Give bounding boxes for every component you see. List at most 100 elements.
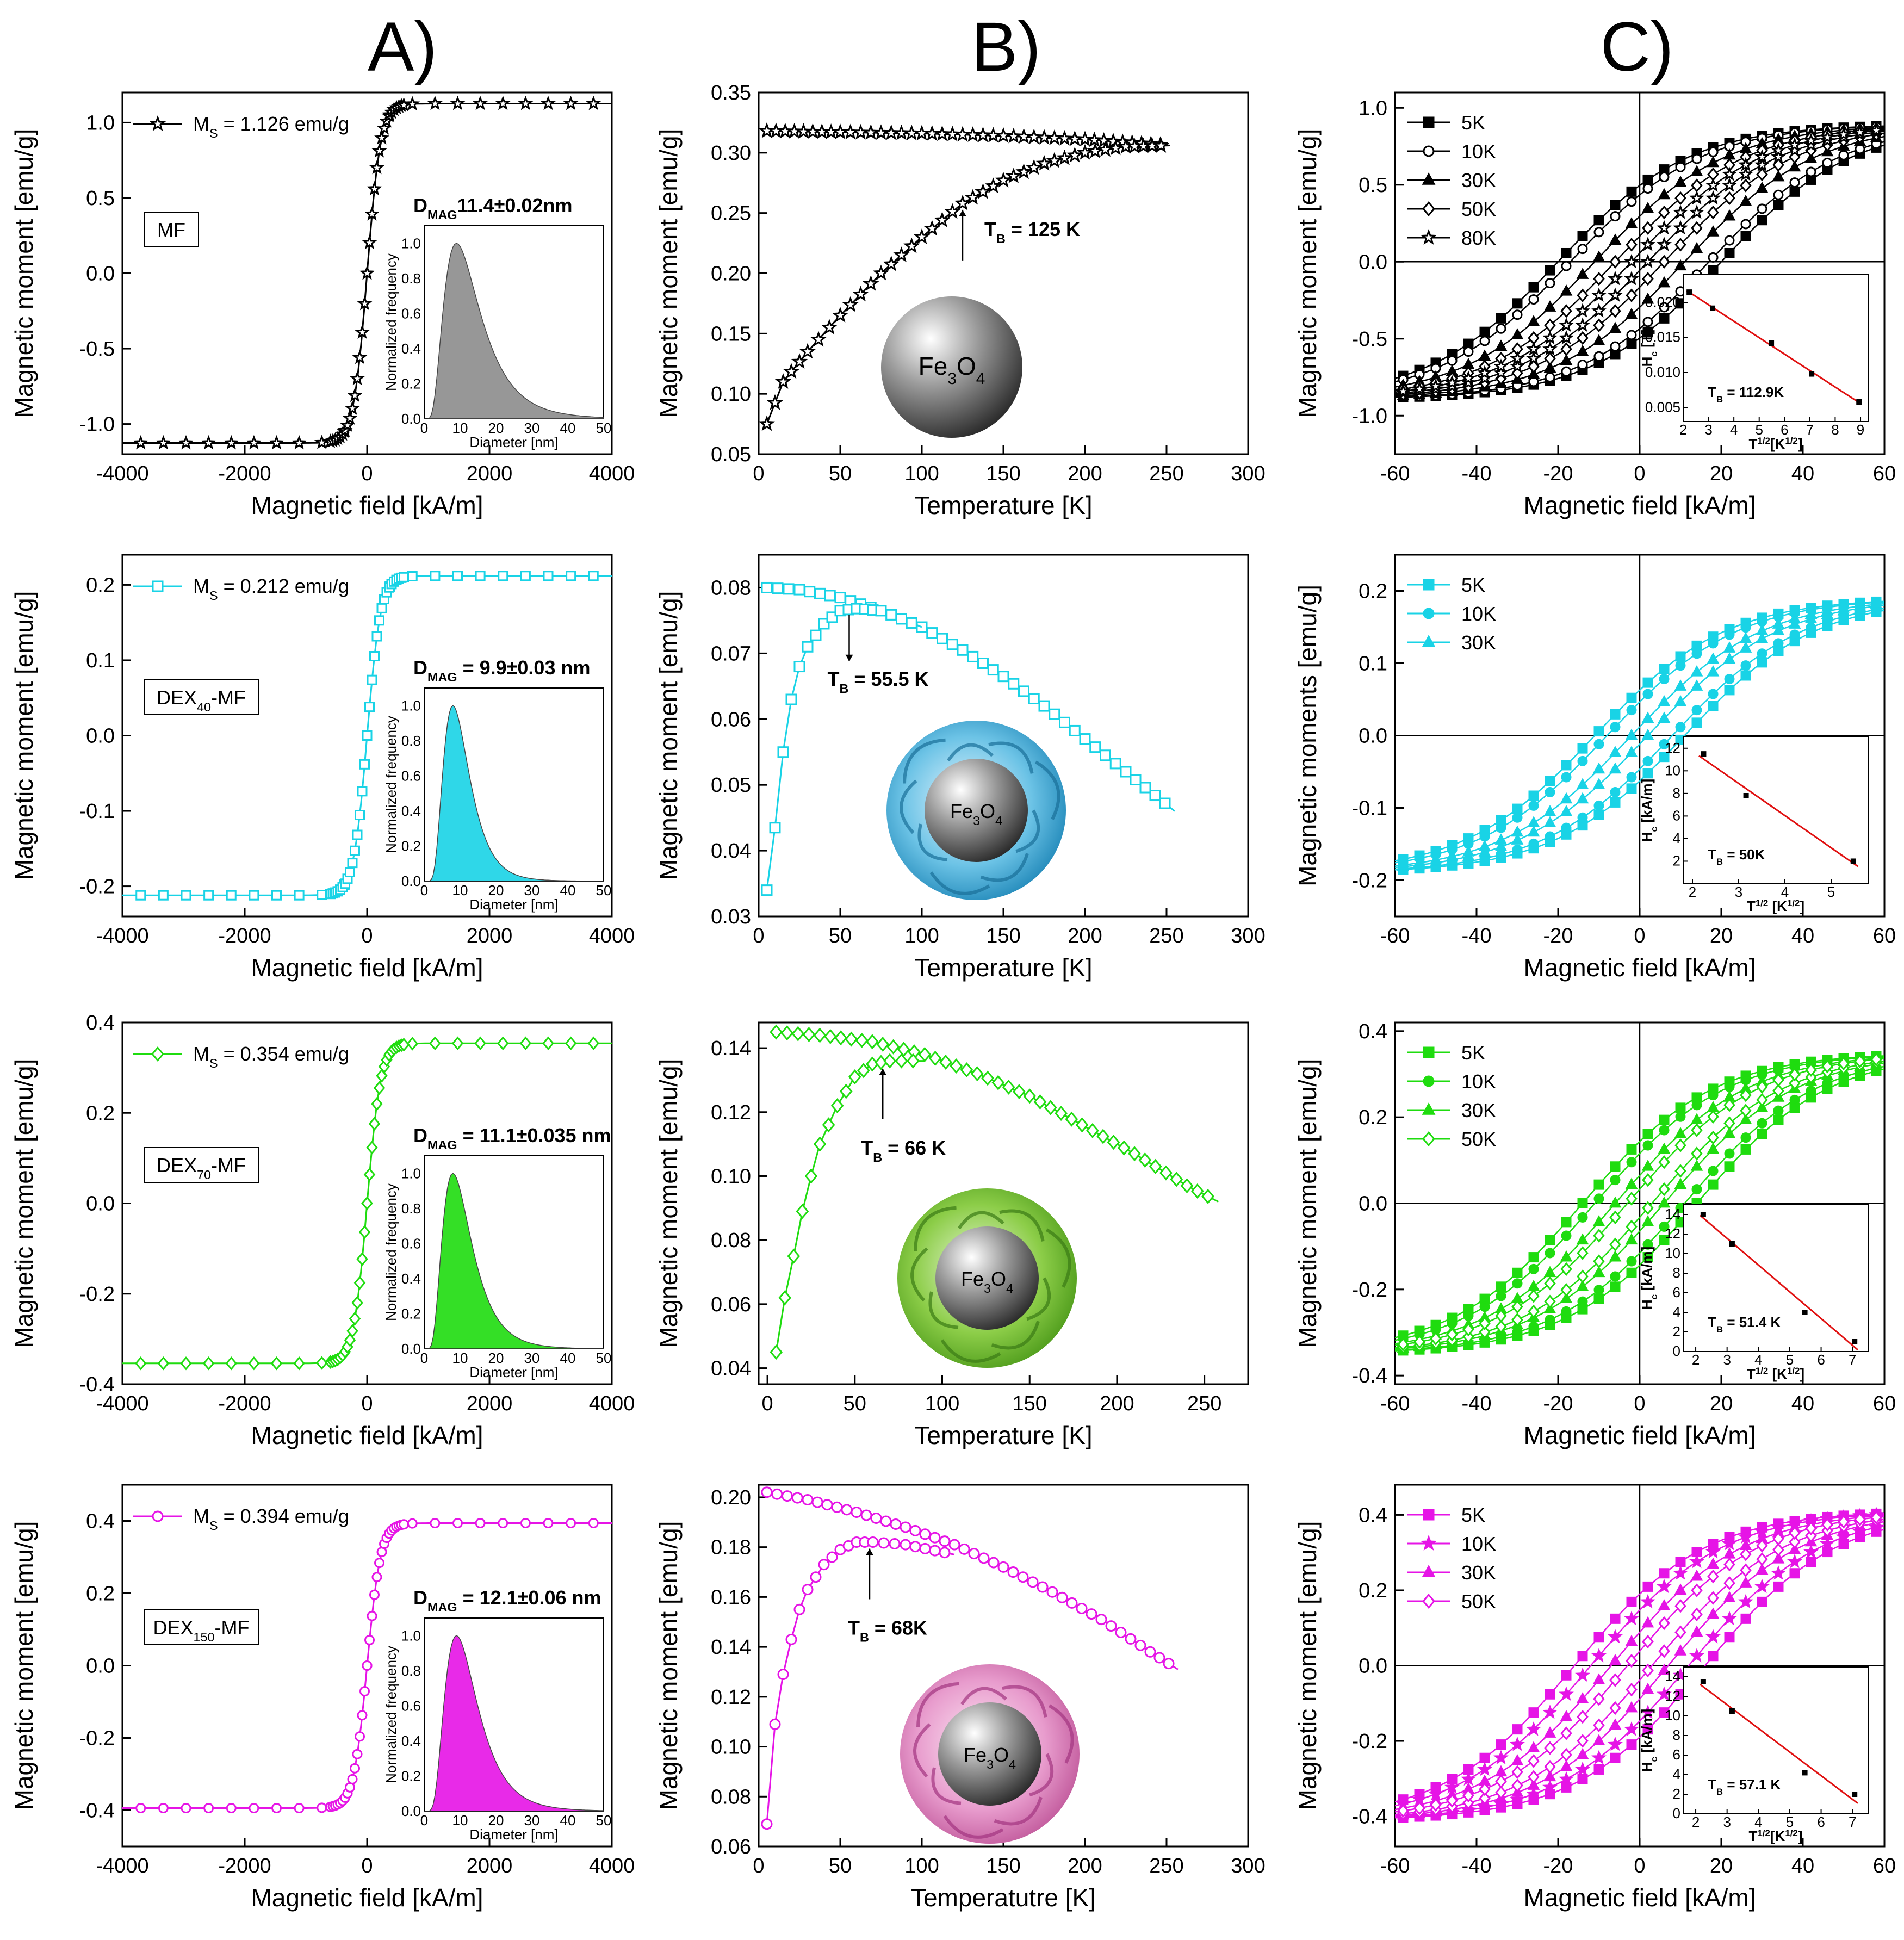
data-point [1757, 203, 1767, 214]
data-point [1097, 141, 1114, 157]
legend-label: 5K [1461, 1042, 1485, 1064]
data-point [758, 415, 776, 431]
loop-10K-down [1395, 1513, 1884, 1807]
loop-5K-up [1395, 1528, 1884, 1819]
data-point [203, 1803, 214, 1814]
data-point [1708, 252, 1719, 263]
data-point [780, 1025, 794, 1041]
data-point [1822, 157, 1833, 168]
data-point [926, 627, 938, 639]
data-point [406, 1037, 419, 1051]
data-point [863, 124, 879, 140]
loop-30K-down [1395, 1057, 1884, 1344]
hist-x-tick-label: 40 [560, 1350, 576, 1366]
data-point [1512, 1267, 1523, 1278]
x-tick-label: 0 [361, 1392, 373, 1415]
hist-x-tick-label: 10 [452, 420, 468, 436]
data-point [1707, 665, 1720, 677]
data-point [1773, 189, 1784, 200]
data-point [771, 1488, 783, 1500]
data-point [1708, 265, 1719, 276]
data-point [1707, 652, 1720, 664]
inset-x-tick-label: 3 [1723, 1352, 1731, 1368]
data-point [1576, 778, 1589, 789]
data-point [246, 435, 262, 450]
data-point [203, 890, 214, 901]
data-point [1527, 315, 1540, 326]
data-point [787, 1248, 801, 1264]
data-point [1479, 1301, 1490, 1312]
hist-y-label: Normalized frequency [383, 253, 399, 391]
data-point [588, 571, 599, 581]
inset-tb-label: TB = 57.1 K [1708, 1776, 1781, 1797]
data-point [1545, 787, 1555, 798]
y-tick-label: 0.04 [711, 1358, 751, 1380]
data-point [1079, 733, 1091, 745]
data-point [1837, 601, 1850, 613]
inset-y-tick-label: 4 [1673, 1304, 1680, 1320]
linear-fit-line [1698, 755, 1859, 867]
data-point [1806, 1086, 1816, 1096]
data-point [1772, 158, 1784, 172]
legend-marker [1422, 1593, 1435, 1609]
data-point [1462, 1329, 1474, 1344]
data-point [1757, 215, 1767, 226]
y-axis-label: Magnetic moment [emu/g] [1293, 1059, 1322, 1348]
legend-marker [1420, 1535, 1437, 1551]
data-point [396, 97, 412, 112]
data-point [1854, 1054, 1866, 1068]
data-point [968, 1548, 980, 1560]
data-point [1528, 790, 1539, 801]
data-point [1527, 825, 1540, 837]
x-tick-label: -40 [1462, 925, 1492, 947]
data-point [1543, 804, 1556, 816]
data-point [830, 1098, 844, 1114]
y-tick-label: 0.10 [711, 1165, 751, 1188]
data-point [566, 1517, 576, 1528]
inset-y-label: Hc [kA/m] [1639, 779, 1659, 842]
data-point [964, 189, 981, 205]
legend-label: 30K [1461, 169, 1496, 191]
blocking-temperature-label: TB = 68K [848, 1616, 927, 1644]
hist-y-tick-label: 0.8 [401, 270, 421, 287]
inset-x-tick-label: 2 [1692, 1814, 1700, 1830]
data-point [1789, 1568, 1800, 1579]
x-tick-label: 200 [1068, 462, 1102, 485]
data-point [355, 324, 370, 339]
data-point [1479, 326, 1490, 337]
data-point [1125, 1633, 1137, 1645]
data-point [1642, 1663, 1654, 1678]
data-point [1493, 1750, 1509, 1765]
data-point [1789, 1076, 1801, 1090]
data-point [1756, 181, 1769, 193]
diameter-label: DMAG11.4±0.02nm [413, 194, 572, 222]
y-tick-label: -1.0 [1352, 405, 1387, 427]
data-point [1543, 300, 1556, 312]
data-point [1610, 1271, 1621, 1282]
data-point [1806, 166, 1816, 177]
x-tick-label: -2000 [218, 925, 271, 947]
dextran-chain [991, 1321, 1040, 1350]
data-point [1087, 142, 1103, 158]
data-point [1705, 177, 1721, 192]
hist-x-tick-label: 50 [596, 1812, 612, 1829]
data-point [1641, 728, 1654, 740]
data-point [1675, 162, 1686, 172]
x-tick-label: 2000 [467, 462, 513, 485]
data-point [1610, 1175, 1621, 1186]
data-point [1561, 1230, 1572, 1241]
data-point [362, 234, 377, 250]
data-point [785, 693, 797, 705]
data-point [1543, 1266, 1556, 1278]
x-tick-label: 20 [1710, 1392, 1733, 1415]
data-point [1493, 358, 1509, 373]
data-point [1641, 1616, 1654, 1628]
data-point [985, 177, 1002, 194]
data-point [1658, 1196, 1671, 1208]
data-point [1740, 1563, 1752, 1577]
y-tick-label: 0.10 [711, 1736, 751, 1759]
data-point [1610, 341, 1621, 352]
series-fc-curve [766, 1491, 1179, 1670]
inset-x-tick-label: 5 [1786, 1352, 1794, 1368]
data-point [1592, 762, 1605, 774]
